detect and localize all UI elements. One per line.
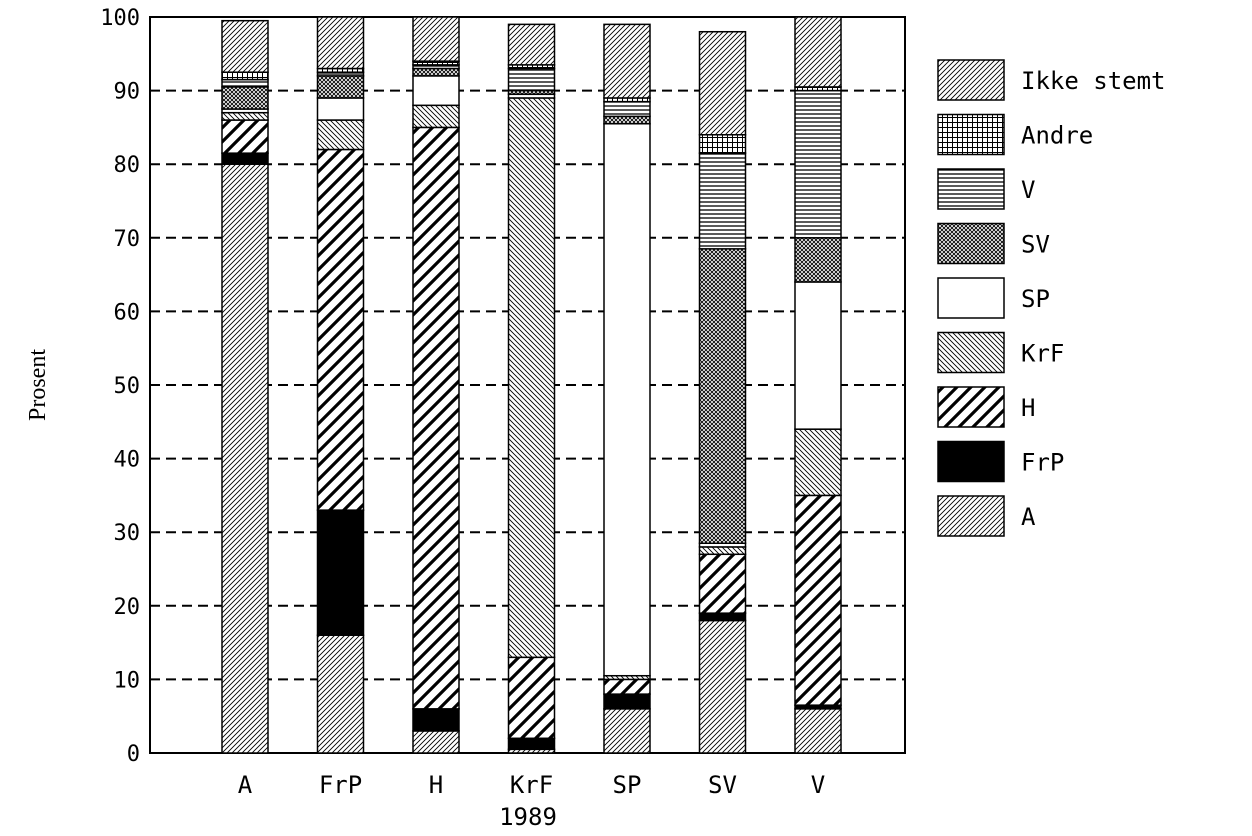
bar-sv-frp: [698, 612, 747, 622]
bar-sp-a: [603, 708, 651, 754]
bar-v-v: [794, 89, 842, 239]
bar-frp-sv: [316, 75, 365, 99]
bar-frp-h: [316, 148, 365, 511]
legend-swatch-sp: [937, 277, 1005, 319]
legend-label: FrP: [1021, 449, 1064, 477]
bar-a-frp: [221, 152, 269, 165]
bar-krf-ikke-stemt: [507, 23, 556, 66]
legend-label: KrF: [1021, 340, 1064, 368]
x-tick-label: SV: [708, 771, 737, 799]
y-tick-label: 70: [114, 227, 141, 252]
bar-v-krf: [794, 428, 842, 497]
bar-h-frp: [412, 708, 460, 732]
legend-label: H: [1021, 394, 1035, 422]
y-tick-labels: 0 10 20 30 40 50 60 70 80 90 100: [100, 6, 140, 767]
y-tick-label: 100: [100, 6, 140, 31]
bar-v-h: [794, 494, 842, 706]
legend-label: SV: [1021, 231, 1050, 259]
legend-swatch-frp: [937, 440, 1005, 483]
legend-swatch-a: [937, 495, 1005, 537]
y-tick-label: 20: [114, 595, 141, 620]
bar-sp-ikke-stemt: [603, 23, 651, 99]
legend-label: V: [1021, 176, 1035, 204]
bar-v-a: [794, 708, 842, 754]
bar-sv-andre: [698, 134, 747, 154]
bar-sv-krf: [698, 546, 747, 556]
bar-a-v: [221, 78, 269, 88]
bar-sv-ikke-stemt: [698, 30, 747, 136]
bar-h-ikke-stemt: [412, 16, 460, 62]
bar-a-krf: [221, 111, 269, 121]
bar-krf-krf: [507, 97, 556, 659]
legend-label: SP: [1021, 285, 1050, 313]
bar-krf-h: [507, 656, 556, 740]
y-axis-label: Prosent: [25, 349, 51, 421]
legend-swatch-sv: [937, 222, 1005, 265]
bar-sp-sp: [603, 122, 651, 677]
bar-v-sp: [794, 281, 842, 430]
bar-krf-v: [507, 67, 556, 92]
bar-a-h: [221, 119, 269, 154]
y-tick-label: 60: [114, 300, 141, 325]
x-tick-label: KrF: [510, 771, 553, 799]
y-tick-label: 40: [114, 448, 141, 473]
bar-v-sv: [794, 237, 842, 283]
bar-sv-sv: [698, 248, 747, 544]
bar-a-ikke-stemt: [221, 19, 269, 73]
legend-swatch-krf: [937, 331, 1005, 374]
bar-frp-a: [316, 634, 365, 754]
x-tick-label: SP: [613, 771, 642, 799]
bar-h-h: [412, 126, 460, 710]
bar-frp-sp: [316, 97, 365, 121]
x-tick-labels: A FrP H KrF SP SV V: [238, 771, 825, 799]
bar-h-a: [412, 730, 460, 754]
bar-sv-a: [698, 619, 747, 754]
x-axis-label: 1989: [499, 803, 557, 831]
x-tick-label: A: [238, 771, 253, 799]
bar-h-sp: [412, 75, 460, 107]
bar-krf-frp: [507, 737, 556, 751]
bar-frp-frp: [316, 509, 365, 636]
x-tick-label: V: [811, 771, 825, 799]
bar-h-sv: [412, 67, 460, 77]
bar-frp-krf: [316, 119, 365, 151]
y-tick-label: 80: [114, 153, 141, 178]
y-tick-label: 0: [127, 742, 140, 767]
y-tick-label: 30: [114, 521, 141, 546]
legend-swatch-v: [937, 168, 1005, 210]
bar-sp-frp: [603, 693, 651, 710]
legend-swatch-andre: [937, 113, 1005, 156]
y-tick-label: 50: [114, 374, 141, 399]
bar-h-krf: [412, 104, 460, 129]
bar-a-sv: [221, 86, 269, 110]
bar-sv-v: [698, 152, 747, 250]
legend-label: Andre: [1021, 122, 1093, 150]
x-tick-label: FrP: [319, 771, 362, 799]
bar-v-ikke-stemt: [794, 16, 842, 88]
bar-sv-h: [698, 553, 747, 614]
bar-a-a: [221, 163, 269, 754]
bar-frp-ikke-stemt: [316, 16, 365, 70]
x-tick-label: H: [429, 771, 443, 799]
bar-a-andre: [221, 71, 269, 81]
bar-sp-h: [603, 678, 651, 695]
bar-sp-v: [603, 100, 651, 118]
y-tick-label: 10: [114, 668, 141, 693]
legend: Ikke stemt Andre V SV SP KrF H FrP A: [937, 59, 1166, 537]
y-tick-label: 90: [114, 80, 141, 105]
legend-swatch-h: [937, 386, 1005, 428]
legend-label: Ikke stemt: [1021, 67, 1166, 95]
legend-label: A: [1021, 503, 1036, 531]
bars: [221, 16, 842, 754]
bar-sp-sv: [603, 115, 651, 125]
legend-swatch-ikke-stemt: [937, 59, 1005, 101]
